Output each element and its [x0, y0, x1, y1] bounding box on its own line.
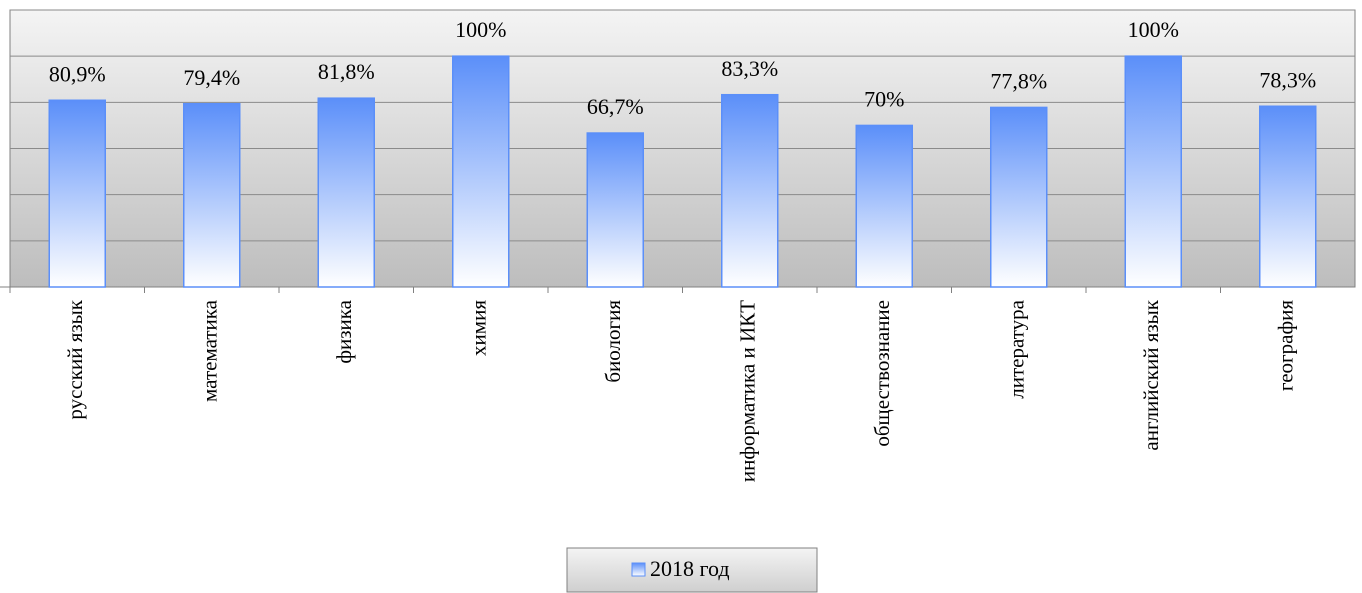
value-label: 80,9%: [49, 61, 106, 86]
x-tick-label: география: [1274, 300, 1298, 391]
x-tick-label: математика: [198, 299, 222, 402]
bar: [452, 55, 510, 288]
bar: [721, 93, 779, 288]
bar: [1124, 55, 1182, 288]
x-tick-label: физика: [332, 299, 356, 363]
value-label: 79,4%: [183, 65, 240, 90]
x-tick-label: английский язык: [1139, 299, 1163, 450]
legend-label: 2018 год: [650, 556, 730, 581]
x-tick-label: обществознание: [870, 300, 894, 447]
value-label: 100%: [1128, 17, 1179, 42]
legend-swatch: [631, 562, 646, 577]
bar: [586, 132, 644, 288]
value-label: 70%: [864, 86, 904, 111]
x-tick-label: литература: [1005, 299, 1029, 398]
value-label: 81,8%: [318, 59, 375, 84]
value-label: 77,8%: [990, 68, 1047, 93]
x-tick-label: русский язык: [63, 299, 87, 419]
bar: [183, 102, 241, 288]
legend: 2018 год: [566, 547, 818, 593]
value-label: 78,3%: [1259, 67, 1316, 92]
bar: [317, 97, 375, 288]
bar: [855, 124, 913, 288]
bar: [48, 99, 106, 288]
x-tick-label: информатика и ИКТ: [736, 300, 760, 482]
legend-box: [566, 547, 818, 593]
x-tick-label: биология: [601, 300, 625, 383]
bar: [990, 106, 1048, 288]
value-label: 66,7%: [587, 94, 644, 119]
value-label: 100%: [455, 17, 506, 42]
value-label: 83,3%: [721, 56, 778, 81]
x-tick-label: химия: [467, 300, 491, 356]
bar: [1259, 105, 1317, 288]
